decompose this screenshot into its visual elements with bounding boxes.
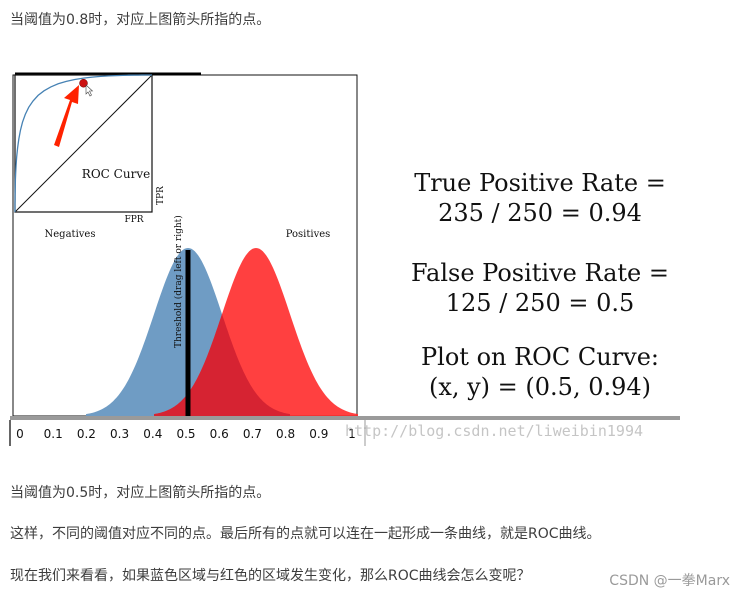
plot-caption: Plot on ROC Curve: (x, y) = (0.5, 0.94): [405, 342, 675, 402]
paragraph-threshold-05: 当阈值为0.5时，对应上图箭头所指的点。: [10, 485, 271, 501]
tick-label: 0.9: [309, 427, 328, 441]
roc-point: [79, 78, 88, 88]
tick-label: 0: [16, 427, 24, 441]
fpr-caption: False Positive Rate = 125 / 250 = 0.5: [405, 258, 675, 318]
roc-inset: ROC Curve FPR TPR: [14, 72, 201, 225]
roc-xlabel: FPR: [124, 215, 143, 225]
axis-track: [10, 416, 680, 420]
fpr-caption-line1: False Positive Rate =: [411, 259, 669, 287]
threshold-label: Threshold (drag left or right): [173, 215, 184, 348]
tick-label: 0.2: [77, 427, 96, 441]
tpr-caption-line2: 235 / 250 = 0.94: [438, 199, 642, 227]
distribution-chart: Negatives Positives Threshold (drag left o…: [12, 74, 358, 417]
tick-label: 0.1: [44, 427, 63, 441]
figure-svg: Negatives Positives Threshold (drag left o…: [9, 72, 680, 446]
overlap-area: [154, 314, 290, 416]
tick-label: 0.6: [210, 427, 229, 441]
threshold-axis: 0 0.1 0.2 0.3 0.4 0.5 0.6 0.7 0.8 0.9 1http://blog…: [9, 416, 680, 446]
tick-label: 0.3: [110, 427, 129, 441]
roc-curve: [14, 74, 152, 212]
tick-label: 0.8: [276, 427, 295, 441]
csdn-watermark: CSDN @一拳Marx: [609, 573, 730, 589]
positives-label: Positives: [286, 229, 331, 240]
tpr-caption-line1: True Positive Rate =: [414, 169, 666, 197]
plot-caption-line2: (x, y) = (0.5, 0.94): [428, 373, 652, 401]
roc-diagonal: [14, 74, 153, 213]
url-watermark: http://blog.csdn.net/liweibin1994: [345, 422, 643, 440]
fpr-caption-line2: 125 / 250 = 0.5: [445, 289, 635, 317]
tick-label: 0.5: [176, 427, 195, 441]
plot-caption-line1: Plot on ROC Curve:: [421, 343, 659, 371]
tick-label: 1: [348, 427, 356, 441]
roc-title: ROC Curve: [82, 167, 150, 181]
paragraph-curve-explanation: 这样，不同的阈值对应不同的点。最后所有的点就可以连在一起形成一条曲线，就是ROC…: [10, 526, 601, 542]
roc-ylabel: TPR: [156, 186, 166, 205]
tick-label: 0.7: [243, 427, 262, 441]
roc-figure: Negatives Positives Threshold (drag left o…: [0, 60, 742, 460]
cursor-icon: [85, 84, 94, 97]
negatives-label: Negatives: [45, 229, 96, 240]
tpr-caption: True Positive Rate = 235 / 250 = 0.94: [405, 168, 675, 228]
tick-label: 0.4: [143, 427, 162, 441]
pointer-arrow: [54, 85, 79, 147]
paragraph-question: 现在我们来看看，如果蓝色区域与红色的区域发生变化，那么ROC曲线会怎么变呢？: [10, 568, 531, 584]
intro-paragraph: 当阈值为0.8时，对应上图箭头所指的点。: [10, 12, 271, 28]
